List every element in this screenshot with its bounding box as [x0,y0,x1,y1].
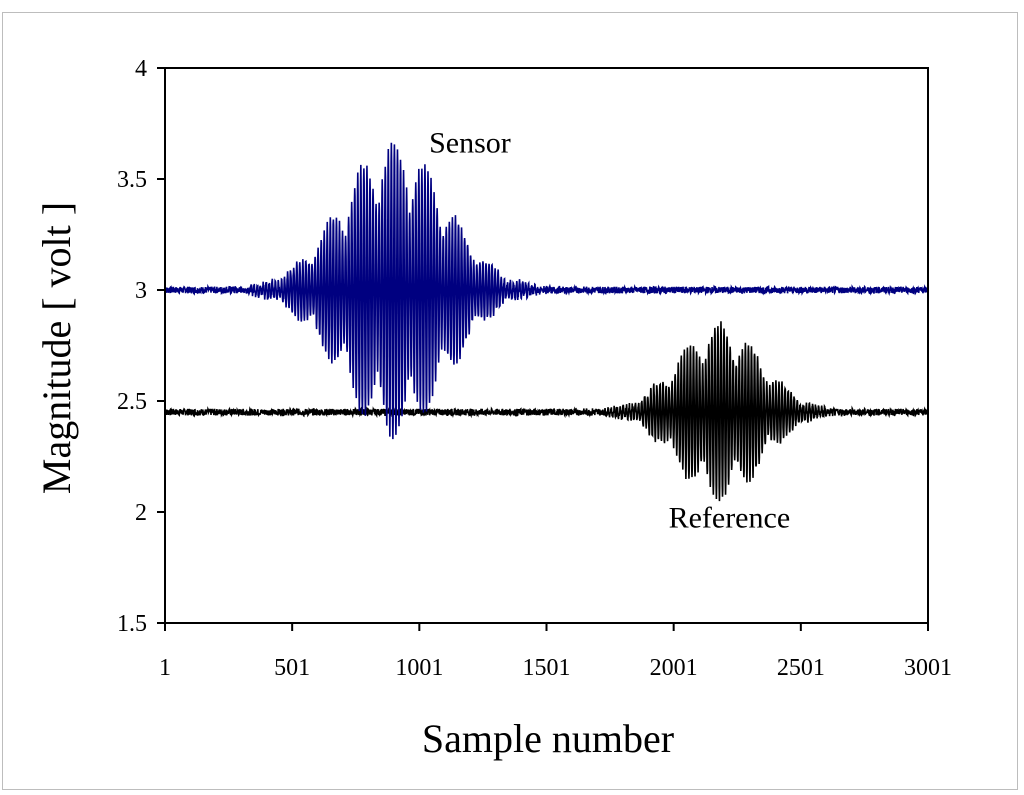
plot-area [164,67,929,624]
x-tick-label: 2501 [777,655,825,681]
y-tick-label: 3.5 [117,167,147,193]
y-tick-label: 2 [135,500,147,526]
y-tick-label: 4 [135,56,147,82]
reference-annotation: Reference [669,502,791,535]
x-tick-label: 1001 [395,655,443,681]
x-axis: 1 501 1001 1501 2001 2501 3001 [159,623,952,681]
sensor-series-line [164,142,929,440]
reference-series-line [164,321,929,502]
y-axis: 1.5 2 2.5 3 3.5 4 [117,56,165,637]
chart-frame [2,12,1018,790]
x-tick-label: 2001 [650,655,698,681]
x-tick-label: 3001 [904,655,952,681]
series-layer [164,142,929,502]
x-tick-label: 501 [274,655,310,681]
x-tick-label: 1 [159,655,171,681]
x-tick-label: 1501 [523,655,571,681]
y-tick-label: 1.5 [117,611,147,637]
y-tick-label: 3 [135,278,147,304]
x-axis-label: Sample number [422,716,674,761]
sensor-annotation: Sensor [429,126,511,159]
y-axis-label: Magnitude [ volt ] [34,202,79,494]
y-tick-label: 2.5 [117,389,147,415]
